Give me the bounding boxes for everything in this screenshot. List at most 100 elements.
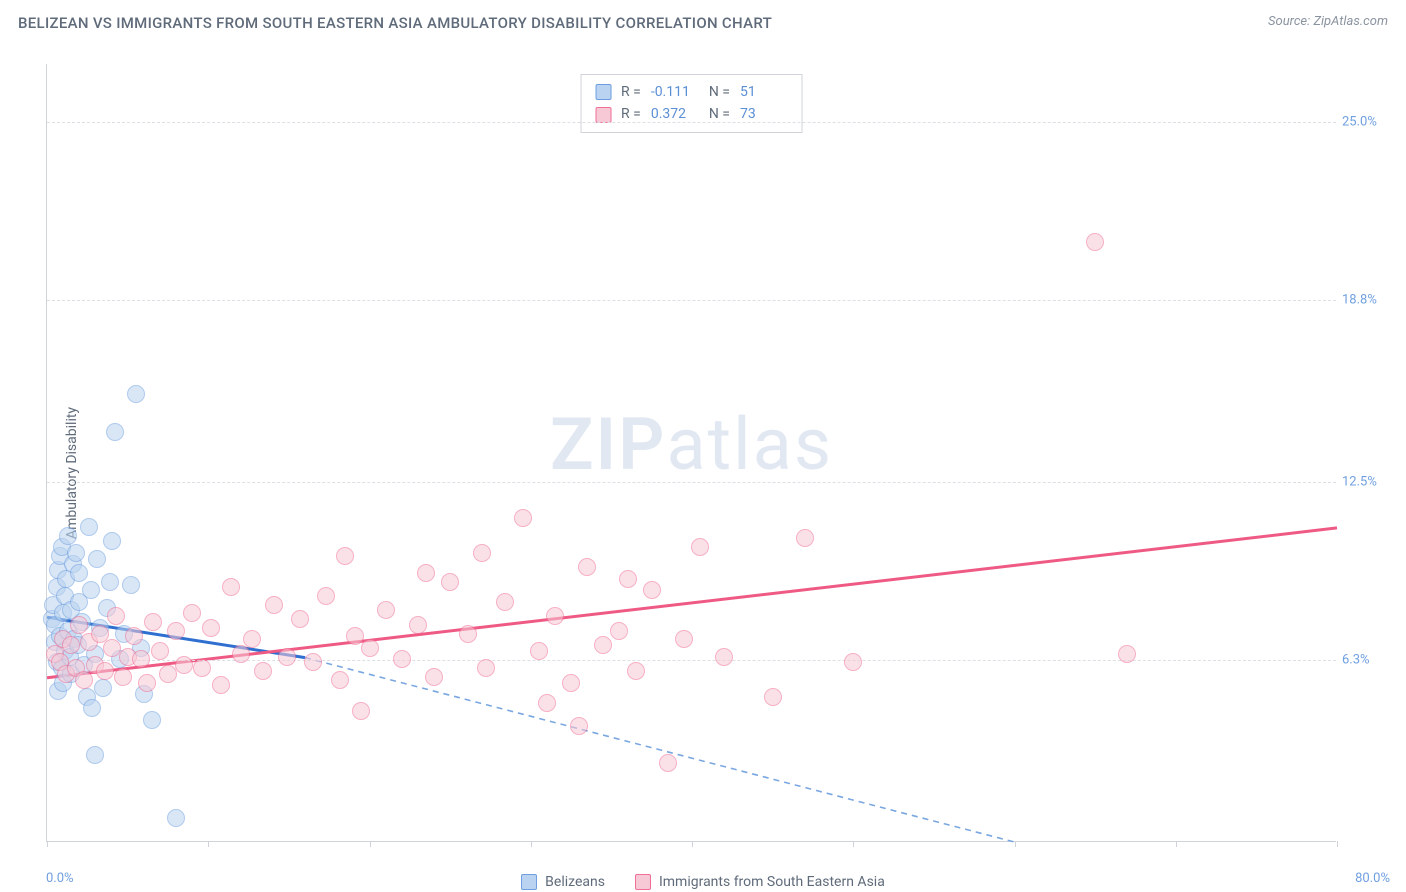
data-point-sea xyxy=(352,702,370,720)
data-point-sea xyxy=(562,674,580,692)
data-point-sea xyxy=(107,607,125,625)
legend-item-belizeans: Belizeans xyxy=(521,874,605,890)
y-tick-label: 18.8% xyxy=(1342,293,1392,308)
data-point-sea xyxy=(619,570,637,588)
trend-line xyxy=(305,658,1015,842)
r-value-belizeans: -0.111 xyxy=(651,81,699,103)
source-attribution: Source: ZipAtlas.com xyxy=(1268,14,1388,29)
legend-label-belizeans: Belizeans xyxy=(545,874,605,890)
data-point-belizeans xyxy=(80,518,98,536)
data-point-sea xyxy=(459,625,477,643)
y-tick-label: 12.5% xyxy=(1342,474,1392,489)
data-point-sea xyxy=(530,642,548,660)
x-tick xyxy=(531,841,532,847)
source-prefix: Source: xyxy=(1268,14,1313,29)
data-point-belizeans xyxy=(103,532,121,550)
data-point-sea xyxy=(144,613,162,631)
gridline xyxy=(47,300,1336,301)
data-point-belizeans xyxy=(106,423,124,441)
data-point-belizeans xyxy=(82,581,100,599)
watermark-zip: ZIP xyxy=(550,402,666,487)
data-point-sea xyxy=(70,616,88,634)
data-point-sea xyxy=(202,619,220,637)
data-point-sea xyxy=(304,653,322,671)
data-point-sea xyxy=(538,694,556,712)
data-point-sea xyxy=(441,573,459,591)
data-point-belizeans xyxy=(70,564,88,582)
data-point-sea xyxy=(691,538,709,556)
watermark-atlas: atlas xyxy=(666,402,833,487)
y-tick-label: 25.0% xyxy=(1342,114,1392,129)
n-value-belizeans: 51 xyxy=(740,81,788,103)
data-point-sea xyxy=(496,593,514,611)
x-tick xyxy=(1337,841,1338,847)
data-point-sea xyxy=(715,648,733,666)
data-point-sea xyxy=(393,650,411,668)
data-point-sea xyxy=(138,674,156,692)
data-point-sea xyxy=(232,645,250,663)
swatch-sea xyxy=(595,107,611,123)
x-tick xyxy=(1015,841,1016,847)
data-point-sea xyxy=(570,717,588,735)
data-point-sea xyxy=(844,653,862,671)
x-tick xyxy=(370,841,371,847)
data-point-sea xyxy=(627,662,645,680)
data-point-sea xyxy=(159,665,177,683)
source-link[interactable]: ZipAtlas.com xyxy=(1313,14,1388,29)
plot-region: ZIPatlas R = -0.111 N = 51 R = 0.372 N =… xyxy=(46,64,1336,842)
data-point-sea xyxy=(417,564,435,582)
data-point-sea xyxy=(243,630,261,648)
data-point-sea xyxy=(167,622,185,640)
data-point-sea xyxy=(477,659,495,677)
gridline xyxy=(47,482,1336,483)
legend-label-sea: Immigrants from South Eastern Asia xyxy=(659,874,885,890)
data-point-sea xyxy=(331,671,349,689)
data-point-sea xyxy=(175,656,193,674)
x-tick xyxy=(692,841,693,847)
data-point-sea xyxy=(425,668,443,686)
data-point-belizeans xyxy=(86,746,104,764)
data-point-sea xyxy=(96,662,114,680)
data-point-sea xyxy=(336,547,354,565)
data-point-belizeans xyxy=(59,527,77,545)
data-point-sea xyxy=(659,754,677,772)
stats-legend: R = -0.111 N = 51 R = 0.372 N = 73 xyxy=(580,74,803,133)
x-tick xyxy=(208,841,209,847)
data-point-belizeans xyxy=(88,550,106,568)
data-point-belizeans xyxy=(127,385,145,403)
data-point-sea xyxy=(514,509,532,527)
n-label: N = xyxy=(709,81,730,103)
x-tick xyxy=(47,841,48,847)
data-point-sea xyxy=(212,676,230,694)
data-point-sea xyxy=(222,578,240,596)
data-point-sea xyxy=(377,601,395,619)
data-point-belizeans xyxy=(122,576,140,594)
y-tick-label: 6.3% xyxy=(1342,653,1392,668)
data-point-sea xyxy=(151,642,169,660)
data-point-belizeans xyxy=(67,544,85,562)
data-point-sea xyxy=(610,622,628,640)
data-point-sea xyxy=(193,659,211,677)
data-point-sea xyxy=(1118,645,1136,663)
data-point-sea xyxy=(62,636,80,654)
data-point-sea xyxy=(75,671,93,689)
gridline xyxy=(47,122,1336,123)
data-point-sea xyxy=(409,616,427,634)
series-legend: Belizeans Immigrants from South Eastern … xyxy=(0,874,1406,890)
data-point-sea xyxy=(675,630,693,648)
data-point-sea xyxy=(594,636,612,654)
data-point-sea xyxy=(265,596,283,614)
data-point-belizeans xyxy=(101,573,119,591)
data-point-belizeans xyxy=(167,809,185,827)
trend-lines-layer xyxy=(47,64,1336,841)
data-point-sea xyxy=(1086,233,1104,251)
data-point-sea xyxy=(125,627,143,645)
data-point-belizeans xyxy=(143,711,161,729)
data-point-sea xyxy=(278,648,296,666)
data-point-sea xyxy=(317,587,335,605)
chart-header: BELIZEAN VS IMMIGRANTS FROM SOUTH EASTER… xyxy=(0,0,1406,54)
data-point-sea xyxy=(473,544,491,562)
data-point-sea xyxy=(764,688,782,706)
data-point-sea xyxy=(254,662,272,680)
data-point-sea xyxy=(291,610,309,628)
